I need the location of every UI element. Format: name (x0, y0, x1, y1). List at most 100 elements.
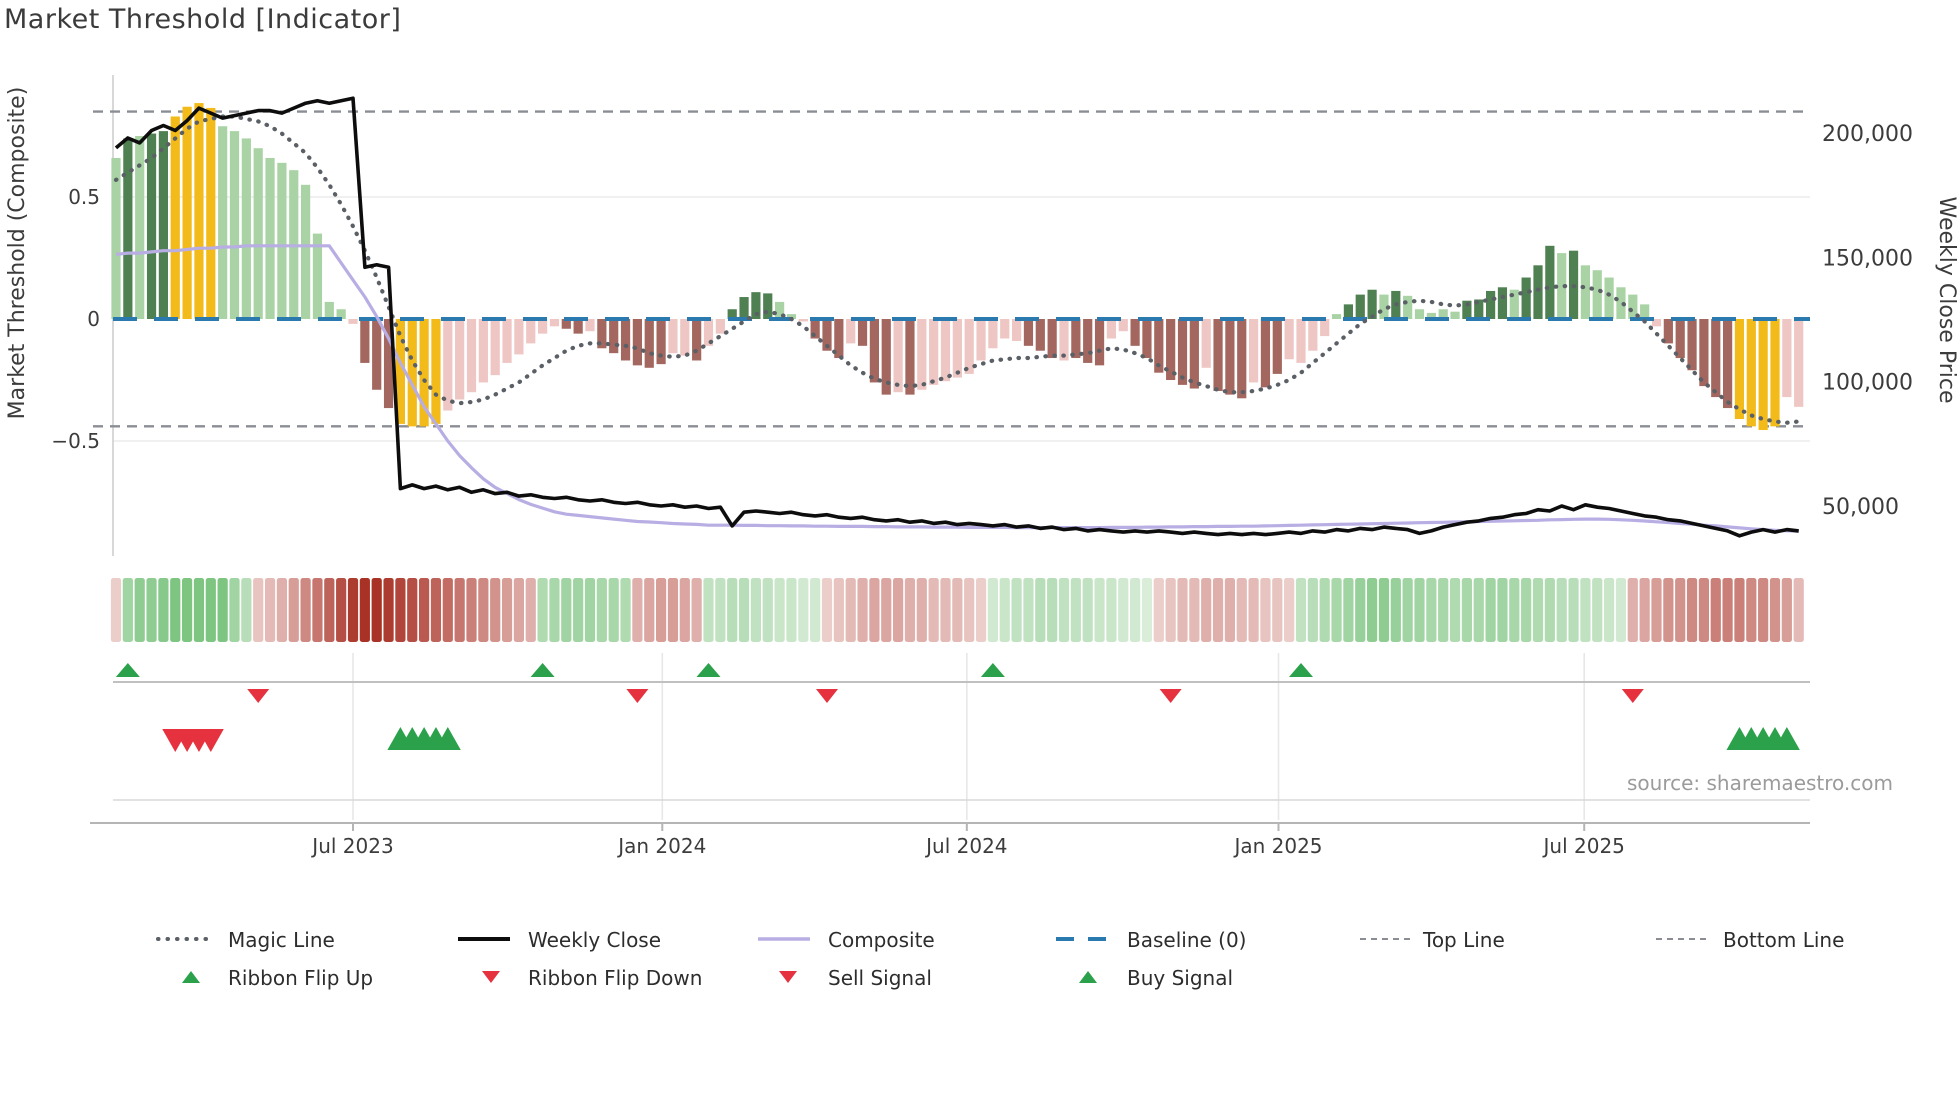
x-tick-label: Jan 2024 (616, 834, 706, 858)
ribbon-cell (1355, 578, 1366, 642)
threshold-bar (929, 319, 939, 385)
threshold-bar (597, 319, 607, 349)
ribbon-cell (940, 578, 951, 642)
threshold-bar (466, 319, 477, 393)
ribbon-cell (170, 578, 181, 642)
ribbon-cell (134, 578, 145, 642)
threshold-bar (1083, 319, 1093, 363)
threshold-bar (1616, 287, 1626, 319)
ribbon-cell (1675, 578, 1686, 642)
ribbon-flip-up-marker (696, 663, 721, 677)
threshold-bar (786, 314, 797, 319)
ribbon-cell (821, 578, 833, 642)
ribbon-cell (798, 578, 809, 642)
threshold-bar (846, 319, 856, 344)
ribbon-cell (205, 578, 216, 642)
ribbon-cell (490, 578, 501, 642)
threshold-bar (1509, 289, 1519, 319)
ribbon-cell (1461, 578, 1472, 642)
threshold-bar (1367, 289, 1377, 319)
threshold-bar (561, 319, 571, 329)
ribbon-cell (1604, 578, 1615, 642)
ribbon-cell (525, 578, 536, 642)
ribbon-cell (1236, 578, 1247, 642)
ribbon-cell (1438, 578, 1449, 642)
threshold-bar (1154, 319, 1164, 373)
ribbon-cell (1521, 578, 1532, 642)
ribbon-cell (193, 578, 205, 642)
legend-label: Top Line (1423, 928, 1505, 952)
ribbon-cell (833, 578, 844, 642)
ribbon-cell (1189, 578, 1200, 642)
ribbon-cell (1710, 578, 1721, 642)
threshold-bar (158, 131, 168, 319)
threshold-bar (348, 319, 358, 324)
ribbon-cell (975, 578, 987, 642)
threshold-bar (585, 319, 595, 332)
ribbon-cell (241, 578, 252, 642)
ribbon-cell (122, 578, 133, 642)
threshold-bar (1296, 319, 1306, 363)
threshold-bar (680, 319, 690, 356)
ribbon-cell (904, 578, 916, 642)
threshold-bar (1758, 319, 1768, 431)
ribbon-cell (383, 578, 394, 642)
threshold-bar (1225, 319, 1235, 395)
legend-label: Baseline (0) (1127, 928, 1247, 952)
threshold-bar (727, 309, 737, 319)
x-tick-label: Jan 2025 (1232, 834, 1322, 858)
ribbon-cell (1047, 578, 1058, 642)
ribbon-cell (1023, 578, 1034, 642)
ribbon-cell (715, 578, 726, 642)
threshold-bar (668, 319, 678, 354)
threshold-bar (194, 103, 204, 319)
ribbon-cell (1497, 578, 1508, 642)
x-tick-label: Jul 2023 (310, 834, 393, 858)
ribbon-cell (1580, 578, 1591, 642)
ribbon-cell (537, 578, 548, 642)
threshold-bar (549, 319, 560, 327)
ribbon-cell (632, 578, 643, 642)
threshold-bar (1272, 319, 1282, 374)
threshold-bar (372, 319, 382, 390)
threshold-bar (692, 319, 702, 361)
ribbon-cell (1307, 578, 1318, 642)
threshold-bar (1414, 309, 1425, 319)
threshold-bar (1687, 319, 1697, 371)
ribbon-cell (679, 578, 690, 642)
ribbon-cell (110, 578, 122, 642)
threshold-bar (1675, 319, 1685, 359)
x-tick-label: Jul 2025 (1542, 834, 1625, 858)
ribbon-cell (1639, 578, 1650, 642)
threshold-bar (206, 107, 216, 319)
threshold-bar (490, 319, 500, 376)
x-tick-label: Jul 2024 (924, 834, 1007, 858)
legend-label: Ribbon Flip Down (528, 966, 703, 990)
legend-marker-triangle-down-red-icon (776, 969, 832, 988)
ribbon-cell (1485, 578, 1496, 642)
threshold-bar (431, 319, 441, 424)
threshold-bar (1118, 319, 1128, 332)
legend-marker-triangle-down-red-icon (479, 969, 535, 988)
threshold-bar (1699, 319, 1709, 387)
ribbon-cell (893, 578, 904, 642)
ribbon-cell (952, 578, 963, 642)
threshold-bar (1723, 319, 1733, 409)
threshold-bar (1260, 319, 1271, 388)
ribbon-cell (264, 578, 276, 642)
threshold-bar (1047, 319, 1057, 359)
ribbon-cell (1509, 578, 1520, 642)
threshold-bar (798, 319, 808, 322)
ribbon-cell (288, 578, 299, 642)
ribbon-cell (1058, 578, 1070, 642)
threshold-bar (241, 138, 251, 319)
ribbon-cell (1556, 578, 1567, 642)
threshold-bar (573, 319, 583, 334)
ribbon-cell (1165, 578, 1176, 642)
ribbon-flip-up-marker (980, 663, 1005, 677)
ribbon-cell (312, 578, 323, 642)
ribbon-cell (810, 578, 821, 642)
threshold-bar (1130, 319, 1140, 346)
threshold-bar (988, 319, 998, 349)
left-axis-title: Market Threshold (Composite) (5, 87, 30, 420)
